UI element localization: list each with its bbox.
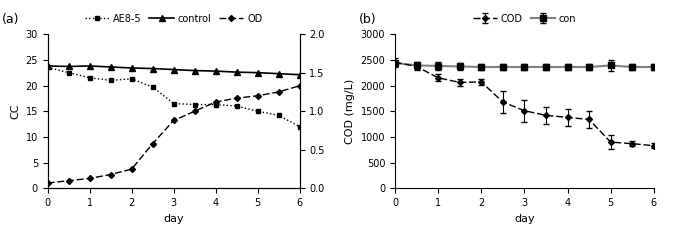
- control: [127, 67, 136, 69]
- AE8-5: [127, 77, 136, 80]
- OD: [106, 173, 114, 176]
- AE8-5: [212, 103, 220, 106]
- OD: [170, 119, 178, 122]
- X-axis label: day: day: [514, 214, 535, 224]
- AE8-5: [232, 105, 241, 107]
- OD: [296, 84, 304, 87]
- Legend: COD, con: COD, con: [469, 10, 580, 28]
- AE8-5: [148, 86, 157, 88]
- AE8-5: [191, 103, 199, 106]
- Y-axis label: CC: CC: [10, 104, 20, 119]
- control: [148, 67, 157, 70]
- AE8-5: [296, 125, 304, 128]
- AE8-5: [274, 114, 283, 117]
- OD: [274, 91, 283, 93]
- control: [296, 73, 304, 76]
- Legend: AE8-5, control, OD: AE8-5, control, OD: [81, 10, 266, 28]
- Text: (a): (a): [2, 13, 20, 26]
- control: [274, 72, 283, 75]
- AE8-5: [86, 76, 94, 79]
- control: [86, 65, 94, 67]
- OD: [65, 179, 73, 182]
- Y-axis label: COD (mg/L): COD (mg/L): [345, 79, 355, 144]
- control: [212, 70, 220, 72]
- control: [44, 65, 52, 67]
- OD: [44, 182, 52, 184]
- OD: [232, 97, 241, 99]
- OD: [212, 101, 220, 103]
- control: [65, 65, 73, 68]
- Line: OD: OD: [46, 84, 302, 185]
- control: [232, 71, 241, 74]
- Text: (b): (b): [359, 13, 377, 26]
- AE8-5: [170, 102, 178, 105]
- control: [170, 68, 178, 71]
- OD: [253, 94, 262, 97]
- AE8-5: [253, 110, 262, 113]
- control: [191, 69, 199, 72]
- OD: [127, 168, 136, 170]
- AE8-5: [106, 79, 114, 82]
- OD: [86, 177, 94, 180]
- control: [106, 66, 114, 68]
- OD: [148, 142, 157, 145]
- Line: AE8-5: AE8-5: [45, 65, 302, 129]
- control: [253, 71, 262, 74]
- X-axis label: day: day: [163, 214, 184, 224]
- OD: [191, 110, 199, 113]
- AE8-5: [65, 71, 73, 74]
- AE8-5: [44, 66, 52, 69]
- Line: control: control: [45, 63, 302, 77]
